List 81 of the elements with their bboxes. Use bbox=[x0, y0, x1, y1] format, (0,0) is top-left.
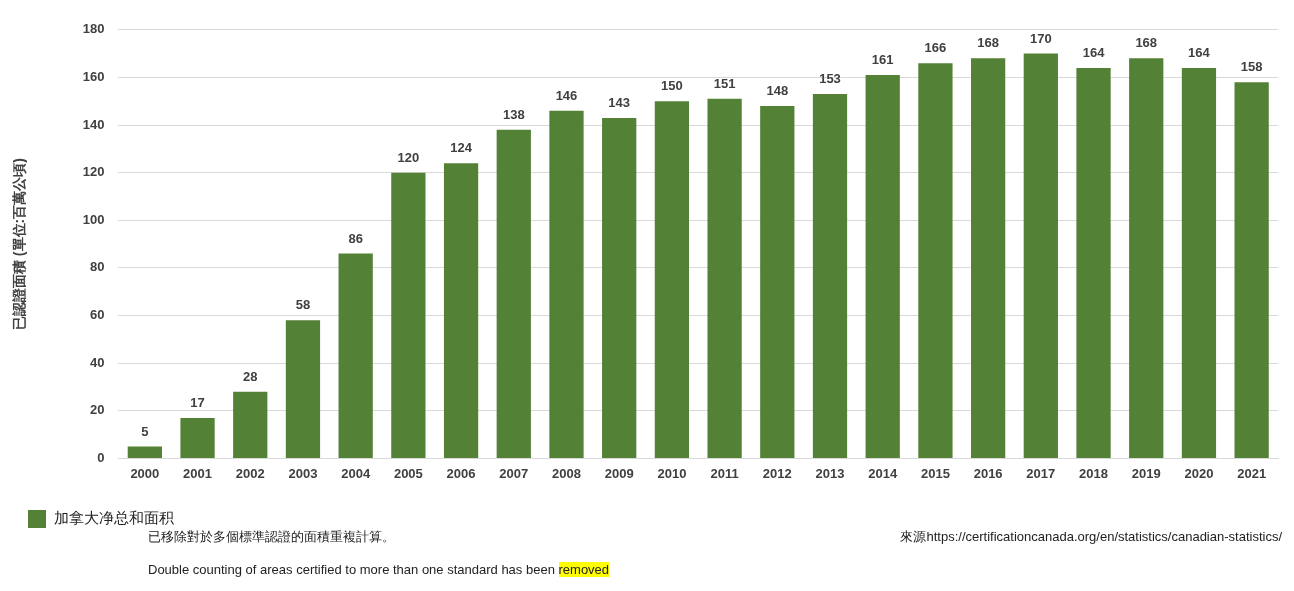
bar bbox=[1234, 82, 1269, 458]
y-tick-label: 80 bbox=[90, 259, 105, 275]
x-tick-label: 2011 bbox=[710, 465, 739, 481]
x-tick-label: 2014 bbox=[868, 465, 898, 481]
bar bbox=[127, 446, 162, 458]
bar bbox=[549, 110, 584, 458]
data-label: 17 bbox=[190, 395, 205, 410]
data-label: 168 bbox=[977, 35, 999, 51]
y-tick-label: 140 bbox=[82, 116, 105, 132]
bar bbox=[180, 417, 215, 458]
bar bbox=[1181, 67, 1217, 458]
x-tick-label: 2009 bbox=[604, 465, 634, 481]
data-label: 166 bbox=[924, 40, 947, 56]
x-tick-label: 2018 bbox=[1079, 465, 1108, 481]
bar bbox=[1129, 58, 1164, 458]
y-tick-label: 160 bbox=[82, 69, 105, 84]
bar bbox=[285, 320, 321, 458]
x-tick-label: 2002 bbox=[235, 465, 265, 481]
data-label: 143 bbox=[608, 94, 631, 110]
bar bbox=[654, 101, 690, 458]
x-tick-label: 2015 bbox=[920, 465, 950, 481]
bar bbox=[391, 172, 426, 458]
x-tick-label: 2017 bbox=[1026, 465, 1056, 481]
text: 已移除對於多個標準認證的面積重複計算。 bbox=[148, 528, 395, 546]
bar bbox=[602, 117, 637, 458]
text: Double counting of areas certified to more than one standard has been removed bbox=[148, 562, 610, 577]
data-label: 86 bbox=[348, 230, 363, 246]
data-label: 158 bbox=[1240, 59, 1263, 75]
y-tick-label: 60 bbox=[90, 307, 105, 323]
data-label: 28 bbox=[243, 368, 258, 384]
data-label: 5 bbox=[141, 423, 149, 439]
x-tick-label: 2008 bbox=[552, 465, 581, 481]
data-label: 124 bbox=[450, 140, 473, 156]
x-tick-label: 2016 bbox=[973, 465, 1003, 481]
x-tick-label: 2001 bbox=[183, 465, 213, 481]
data-label: 148 bbox=[766, 83, 789, 99]
data-label: 170 bbox=[1029, 30, 1052, 46]
y-tick-label: 40 bbox=[90, 354, 105, 370]
x-tick-label: 2003 bbox=[288, 465, 318, 481]
y-tick-label: 0 bbox=[97, 449, 105, 465]
x-tick-label: 2019 bbox=[1131, 465, 1161, 481]
x-tick-label: 2010 bbox=[657, 465, 687, 481]
bar bbox=[707, 98, 742, 458]
bar bbox=[338, 253, 373, 458]
x-tick-label: 2007 bbox=[499, 465, 529, 481]
legend-label: 加拿大净总和面积 bbox=[53, 509, 174, 527]
x-tick-label: 2021 bbox=[1237, 465, 1267, 481]
data-label: 150 bbox=[661, 78, 683, 94]
bar bbox=[812, 94, 848, 458]
data-label: 164 bbox=[1188, 44, 1211, 60]
data-label: 151 bbox=[713, 75, 736, 91]
data-label: 164 bbox=[1082, 44, 1106, 60]
data-label: 168 bbox=[1135, 35, 1158, 51]
bar bbox=[1076, 67, 1111, 458]
data-label: 146 bbox=[555, 87, 578, 103]
bar bbox=[1023, 53, 1058, 458]
x-tick-label: 2020 bbox=[1184, 465, 1214, 481]
x-tick-label: 2012 bbox=[762, 465, 792, 481]
data-label: 138 bbox=[502, 106, 525, 122]
y-tick-label: 120 bbox=[82, 164, 105, 180]
data-label: 153 bbox=[819, 71, 841, 87]
bar bbox=[760, 106, 795, 458]
x-tick-label: 2004 bbox=[341, 465, 371, 481]
x-tick-label: 2013 bbox=[815, 465, 845, 481]
bar bbox=[970, 58, 1006, 458]
bar bbox=[496, 129, 531, 458]
data-label: 161 bbox=[871, 52, 894, 68]
bar bbox=[443, 163, 479, 458]
x-tick-label: 2000 bbox=[130, 465, 160, 481]
y-tick-label: 20 bbox=[90, 402, 105, 418]
bar bbox=[233, 391, 268, 458]
data-label: 120 bbox=[397, 149, 420, 165]
x-tick-label: 2005 bbox=[393, 465, 423, 481]
bar bbox=[918, 63, 953, 458]
bar bbox=[865, 75, 900, 458]
y-tick-label: 180 bbox=[82, 21, 105, 37]
data-label: 58 bbox=[295, 297, 311, 313]
y-tick-label: 100 bbox=[82, 211, 105, 227]
text: 來源https://certificationcanada.org/en/statistics/canadian-statistics/ bbox=[900, 528, 1282, 546]
y-axis-title: 已認證面積 (單位:百萬公頃) bbox=[11, 158, 28, 331]
x-tick-label: 2006 bbox=[446, 465, 476, 481]
